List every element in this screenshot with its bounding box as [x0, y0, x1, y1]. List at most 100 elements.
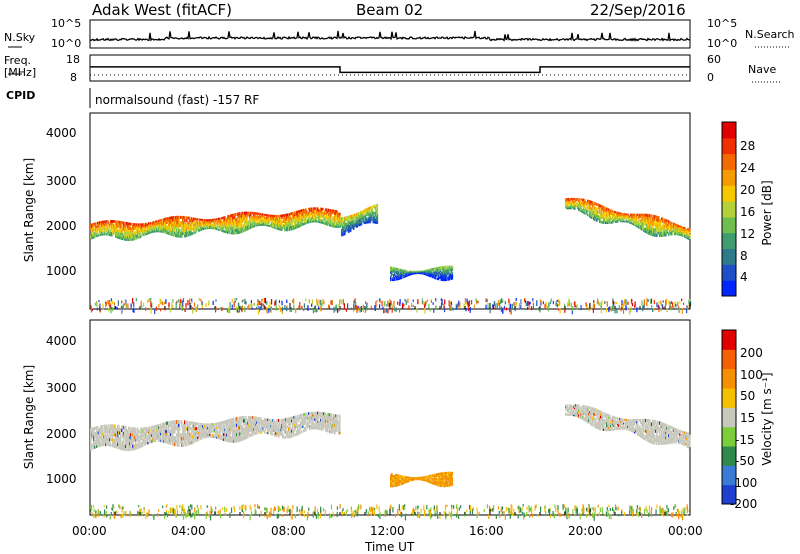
velocity-heatmap-cell	[96, 434, 98, 438]
power-heatmap-cell	[204, 226, 206, 229]
velocity-heatmap-cell	[228, 419, 230, 423]
power-heatmap-cell	[128, 222, 130, 226]
power-heatmap-cell	[611, 221, 613, 224]
velocity-heatmap-cell	[242, 425, 244, 429]
power-heatmap-cell	[444, 275, 447, 278]
power-heatmap-cell	[268, 217, 270, 220]
power-heatmap-cell	[632, 216, 634, 219]
velocity-heatmap-cell	[242, 428, 244, 432]
power-heatmap-cell	[611, 218, 613, 221]
velocity-heatmap-cell	[248, 429, 250, 433]
power-heatmap-cell	[145, 228, 147, 231]
velocity-heatmap-cell	[245, 430, 247, 434]
velocity-heatmap-cell	[98, 431, 100, 435]
power-heatmap-cell	[103, 220, 105, 223]
velocity-heatmap-cell	[249, 428, 251, 433]
power-heatmap-cell	[267, 214, 269, 217]
power-heatmap-cell	[576, 203, 578, 206]
velocity-heatmap-cell	[191, 421, 193, 425]
velocity-heatmap-cell	[94, 432, 96, 436]
power-heatmap-cell	[358, 220, 361, 223]
velocity-heatmap-cell	[117, 442, 119, 446]
nsky-tick-bottom: 10^0	[51, 37, 82, 50]
power-heatmap-cell	[182, 221, 184, 225]
power-heatmap-cell	[263, 216, 265, 219]
power-heatmap-cell	[354, 224, 357, 227]
power-heatmap-cell	[155, 226, 157, 229]
power-scatter-cell	[592, 308, 595, 313]
power-heatmap-cell	[637, 225, 639, 228]
power-heatmap-cell	[285, 222, 287, 225]
power-heatmap-cell	[284, 214, 286, 217]
power-heatmap-cell	[195, 221, 197, 225]
power-heatmap-cell	[646, 230, 648, 234]
power-heatmap-cell	[424, 274, 427, 276]
power-scatter-cell	[681, 298, 683, 302]
velocity-heatmap-cell	[245, 427, 247, 431]
velocity-heatmap-cell	[158, 434, 160, 438]
velocity-heatmap-cell	[195, 427, 197, 431]
power-heatmap-cell	[154, 227, 156, 230]
velocity-heatmap-cell	[190, 421, 192, 425]
power-heatmap-cell	[96, 234, 98, 238]
power-heatmap-cell	[271, 224, 273, 227]
power-heatmap-cell	[619, 218, 621, 220]
power-heatmap-cell	[273, 218, 275, 221]
power-heatmap-cell	[645, 216, 647, 219]
power-heatmap-cell	[689, 234, 691, 237]
power-heatmap-cell	[590, 200, 592, 204]
power-heatmap-cell	[259, 214, 261, 217]
power-scatter-cell	[182, 298, 185, 303]
velocity-heatmap-cell	[208, 432, 210, 435]
power-heatmap-cell	[633, 216, 635, 219]
power-heatmap-cell	[358, 218, 361, 221]
power-heatmap-cell	[301, 215, 303, 218]
power-heatmap-cell	[179, 231, 181, 236]
power-heatmap-cell	[284, 216, 286, 219]
velocity-heatmap-cell	[233, 439, 235, 443]
power-heatmap-cell	[244, 223, 246, 227]
power-heatmap-cell	[167, 227, 169, 231]
power-heatmap-cell	[399, 277, 402, 280]
power-heatmap-cell	[654, 223, 656, 227]
power-scatter-cell	[504, 301, 506, 305]
power-heatmap-cell	[347, 230, 350, 233]
power-heatmap-cell	[229, 224, 231, 228]
power-heatmap-cell	[572, 203, 574, 206]
velocity-heatmap-cell	[253, 420, 255, 424]
power-heatmap-cell	[428, 274, 431, 276]
power-scatter-cell	[459, 302, 461, 308]
power-heatmap-cell	[581, 201, 583, 205]
power-heatmap-cell	[356, 223, 359, 226]
power-heatmap-cell	[399, 270, 402, 272]
velocity-heatmap-cell	[107, 437, 109, 441]
power-heatmap-cell	[624, 220, 626, 223]
power-heatmap-cell	[416, 270, 419, 272]
power-heatmap-cell	[681, 226, 683, 228]
power-heatmap-cell	[211, 220, 213, 222]
power-heatmap-cell	[639, 215, 641, 218]
velocity-heatmap-cell	[102, 430, 104, 434]
power-heatmap-cell	[657, 231, 659, 235]
power-heatmap-cell	[101, 233, 103, 236]
power-heatmap-cell	[167, 217, 169, 220]
power-heatmap-cell	[439, 273, 442, 276]
power-heatmap-cell	[345, 224, 348, 228]
velocity-heatmap-cell	[247, 426, 249, 431]
power-heatmap-cell	[174, 228, 176, 232]
velocity-heatmap-cell	[241, 416, 243, 420]
power-heatmap-cell	[643, 220, 645, 223]
power-scatter-cell	[345, 308, 348, 312]
power-heatmap-cell	[584, 204, 586, 207]
power-cbar-tick-4: 12	[740, 227, 756, 241]
power-heatmap-cell	[292, 218, 294, 222]
power-heatmap-cell	[613, 219, 615, 222]
power-heatmap-cell	[148, 232, 150, 235]
power-heatmap-cell	[300, 224, 302, 227]
velocity-heatmap-cell	[125, 438, 127, 442]
power-scatter-cell	[241, 299, 243, 303]
power-scatter-cell	[629, 308, 631, 315]
velocity-heatmap-cell	[131, 447, 133, 451]
velocity-heatmap-cell	[243, 415, 245, 420]
power-heatmap-cell	[214, 222, 216, 225]
